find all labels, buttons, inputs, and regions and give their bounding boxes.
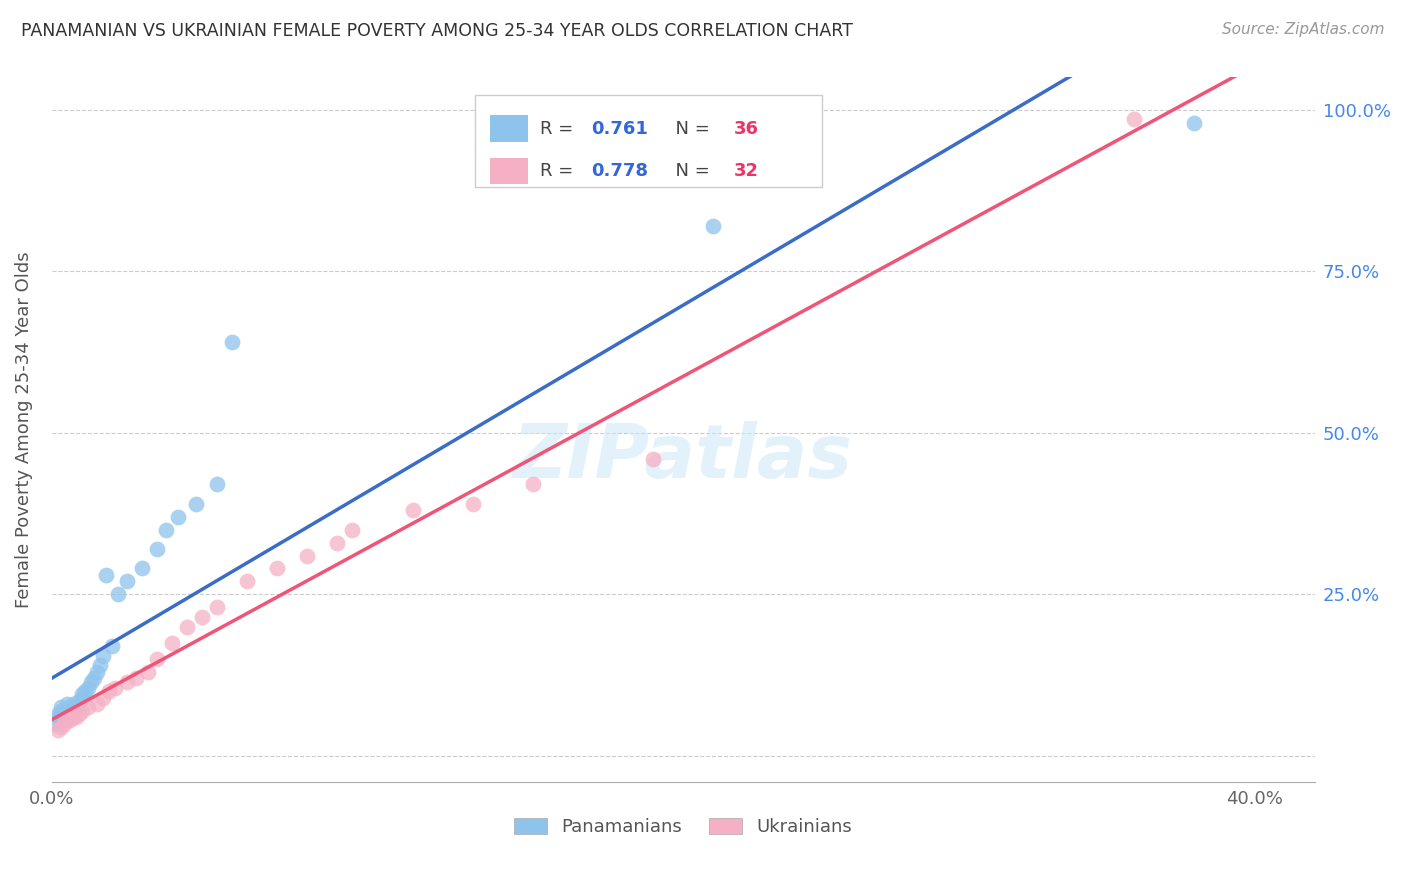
Point — [131, 561, 153, 575]
Bar — [489, 115, 527, 142]
Point — [83, 671, 105, 685]
Point — [59, 704, 82, 718]
Text: N =: N = — [664, 162, 716, 180]
Point — [49, 720, 72, 734]
Point — [62, 700, 84, 714]
Text: PANAMANIAN VS UKRAINIAN FEMALE POVERTY AMONG 25-34 YEAR OLDS CORRELATION CHART: PANAMANIAN VS UKRAINIAN FEMALE POVERTY A… — [21, 22, 853, 40]
Point — [115, 574, 138, 589]
Point — [297, 549, 319, 563]
Point — [221, 335, 243, 350]
FancyBboxPatch shape — [475, 95, 823, 186]
Point — [67, 694, 90, 708]
Point — [73, 684, 96, 698]
Point — [76, 681, 98, 695]
Point — [55, 697, 77, 711]
Point — [191, 610, 214, 624]
Point — [461, 497, 484, 511]
Point — [49, 700, 72, 714]
Point — [97, 684, 120, 698]
Point — [146, 652, 169, 666]
Point — [91, 690, 114, 705]
Point — [52, 713, 75, 727]
Point — [136, 665, 159, 679]
Point — [146, 542, 169, 557]
Point — [59, 710, 82, 724]
Point — [70, 690, 93, 705]
Point — [52, 716, 75, 731]
Point — [94, 568, 117, 582]
Point — [1182, 116, 1205, 130]
Point — [107, 587, 129, 601]
Point — [62, 710, 84, 724]
Point — [104, 681, 127, 695]
Point — [176, 619, 198, 633]
Text: Source: ZipAtlas.com: Source: ZipAtlas.com — [1222, 22, 1385, 37]
Point — [65, 710, 87, 724]
Point — [205, 600, 228, 615]
Text: 0.778: 0.778 — [591, 162, 648, 180]
Text: ZIPatlas: ZIPatlas — [513, 421, 853, 494]
Point — [55, 706, 77, 721]
Text: 32: 32 — [734, 162, 759, 180]
Point — [125, 671, 148, 685]
Point — [326, 535, 349, 549]
Point — [155, 523, 177, 537]
Point — [70, 704, 93, 718]
Point — [236, 574, 259, 589]
Point — [59, 713, 82, 727]
Point — [76, 700, 98, 714]
Point — [89, 658, 111, 673]
Point — [643, 451, 665, 466]
Point — [46, 723, 69, 737]
Point — [184, 497, 207, 511]
Point — [65, 700, 87, 714]
Text: 0.761: 0.761 — [591, 120, 648, 138]
Point — [80, 674, 103, 689]
Point — [86, 665, 108, 679]
Point — [1123, 112, 1146, 127]
Point — [160, 636, 183, 650]
Point — [101, 639, 124, 653]
Legend: Panamanians, Ukrainians: Panamanians, Ukrainians — [508, 810, 859, 843]
Point — [266, 561, 288, 575]
Y-axis label: Female Poverty Among 25-34 Year Olds: Female Poverty Among 25-34 Year Olds — [15, 252, 32, 607]
Point — [46, 706, 69, 721]
Point — [91, 648, 114, 663]
Point — [46, 710, 69, 724]
Point — [702, 219, 724, 233]
Point — [67, 706, 90, 721]
Text: R =: R = — [540, 120, 579, 138]
Point — [49, 704, 72, 718]
Text: R =: R = — [540, 162, 579, 180]
Point — [86, 697, 108, 711]
Point — [55, 713, 77, 727]
Point — [115, 674, 138, 689]
Text: N =: N = — [664, 120, 716, 138]
Point — [401, 503, 423, 517]
Point — [342, 523, 364, 537]
Bar — [489, 158, 527, 185]
Point — [44, 716, 66, 731]
Point — [62, 697, 84, 711]
Point — [522, 477, 544, 491]
Point — [167, 509, 190, 524]
Point — [70, 688, 93, 702]
Text: 36: 36 — [734, 120, 759, 138]
Point — [205, 477, 228, 491]
